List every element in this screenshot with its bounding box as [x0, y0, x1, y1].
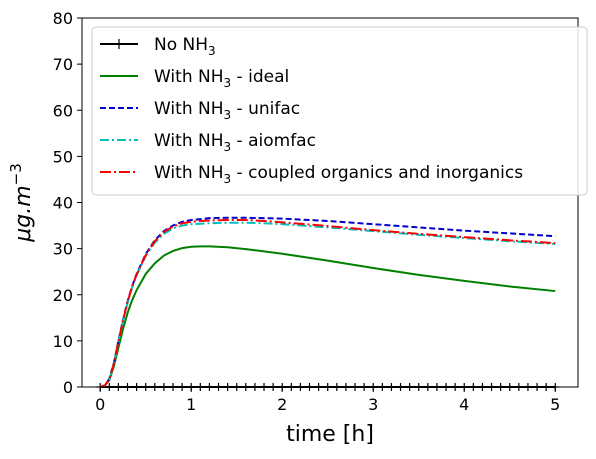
- y-tick-label: 50: [53, 147, 73, 166]
- x-axis-label: time [h]: [286, 422, 374, 447]
- y-axis: 0 10 20 30 40 50 60 70 80: [53, 9, 82, 397]
- series-layer: [96, 216, 560, 391]
- y-axis-label-base: μg.m: [11, 185, 36, 242]
- series-line-1: [99, 245, 556, 388]
- legend: No NH3 With NH3 - ideal With NH3 - unifac W…: [91, 26, 588, 196]
- y-axis-label: μg.m−3: [7, 163, 36, 243]
- legend-box: [91, 26, 588, 196]
- x-tick-label: 2: [277, 395, 287, 414]
- x-tick-label: 3: [368, 395, 378, 414]
- legend-label-3: With NH3 - aiomfac: [154, 131, 316, 154]
- series-line-3: [99, 221, 556, 388]
- series-line-4: [99, 219, 556, 388]
- y-tick-label: 60: [53, 101, 73, 120]
- y-axis-label-exponent: −3: [7, 163, 25, 185]
- legend-label-2: With NH3 - unifac: [154, 99, 300, 122]
- x-tick-label: 1: [186, 395, 196, 414]
- legend-marker: [114, 39, 124, 49]
- x-tick-label: 0: [95, 395, 105, 414]
- y-tick-label: 20: [53, 286, 73, 305]
- y-tick-label: 10: [53, 332, 73, 351]
- legend-label-1: With NH3 - ideal: [154, 67, 289, 90]
- x-tick-label: 4: [459, 395, 469, 414]
- y-tick-label: 80: [53, 9, 73, 28]
- y-tick-label: 70: [53, 55, 73, 74]
- x-axis: 0 1 2 3 4 5: [95, 387, 560, 414]
- x-tick-label: 5: [550, 395, 560, 414]
- series-line-2: [99, 216, 556, 388]
- legend-label-0: No NH3: [154, 35, 216, 58]
- y-tick-label: 40: [53, 194, 73, 213]
- y-tick-label: 0: [63, 378, 73, 397]
- legend-label-4: With NH3 - coupled organics and inorgani…: [154, 163, 523, 186]
- y-tick-label: 30: [53, 240, 73, 259]
